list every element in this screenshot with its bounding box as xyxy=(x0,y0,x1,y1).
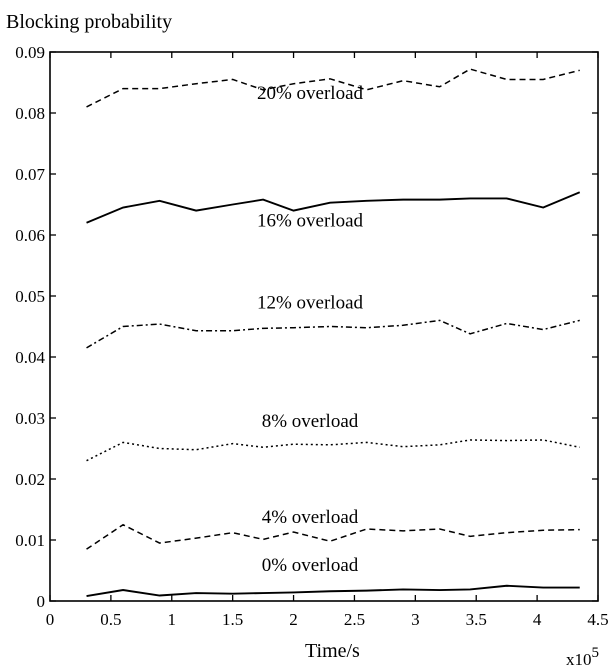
x-tick-label: 1 xyxy=(168,610,177,629)
x-multiplier: x105 xyxy=(566,645,599,669)
series-label: 8% overload xyxy=(262,411,359,432)
y-tick-label: 0.06 xyxy=(15,226,45,245)
series-label: 4% overload xyxy=(262,507,359,528)
x-tick-label: 0.5 xyxy=(100,610,121,629)
x-tick-label: 3.5 xyxy=(466,610,487,629)
y-tick-label: 0.01 xyxy=(15,531,45,550)
x-tick-label: 2.5 xyxy=(344,610,365,629)
y-tick-label: 0 xyxy=(37,592,46,611)
y-tick-label: 0.03 xyxy=(15,409,45,428)
x-tick-label: 4 xyxy=(533,610,542,629)
x-tick-label: 3 xyxy=(411,610,420,629)
y-tick-label: 0.05 xyxy=(15,287,45,306)
y-tick-label: 0.04 xyxy=(15,348,45,367)
annotations: 20% overload 16% overload 12% overload 8% o… xyxy=(257,83,364,576)
y-tick-label: 0.07 xyxy=(15,165,45,184)
series-label: 0% overload xyxy=(262,555,359,576)
series-line-0-overload xyxy=(86,584,580,598)
plot-frame xyxy=(49,51,599,602)
chart-title: Blocking probability xyxy=(6,11,172,33)
y-tick-label: 0.09 xyxy=(15,43,45,62)
x-tick-label: 1.5 xyxy=(222,610,243,629)
series-line-16-overload xyxy=(86,191,581,224)
x-tick-label: 0 xyxy=(46,610,55,629)
series-line-4-overload xyxy=(86,523,580,550)
series-label: 16% overload xyxy=(257,211,364,232)
y-tick-label: 0.02 xyxy=(15,470,45,489)
series-line-12-overload xyxy=(86,319,580,349)
x-multiplier-base: x10 xyxy=(566,650,592,669)
series-layer xyxy=(86,68,581,598)
series-line-20-overload xyxy=(86,68,580,108)
series-label: 20% overload xyxy=(257,83,364,104)
series-label: 12% overload xyxy=(257,293,364,314)
x-multiplier-exponent: 5 xyxy=(592,645,600,661)
x-tick-label: 2 xyxy=(289,610,298,629)
x-tick-label: 4.5 xyxy=(587,610,608,629)
x-axis-label: Time/s xyxy=(305,640,360,662)
y-tick-label: 0.08 xyxy=(15,104,45,123)
x-axis: 0 0.5 1 1.5 2 2.5 3 3.5 4 4.5 xyxy=(46,52,609,629)
series-line-8-overload xyxy=(86,439,580,462)
y-axis: 0 0.01 0.02 0.03 0.04 0.05 0.06 0.07 0.08 0.09 xyxy=(15,43,598,611)
